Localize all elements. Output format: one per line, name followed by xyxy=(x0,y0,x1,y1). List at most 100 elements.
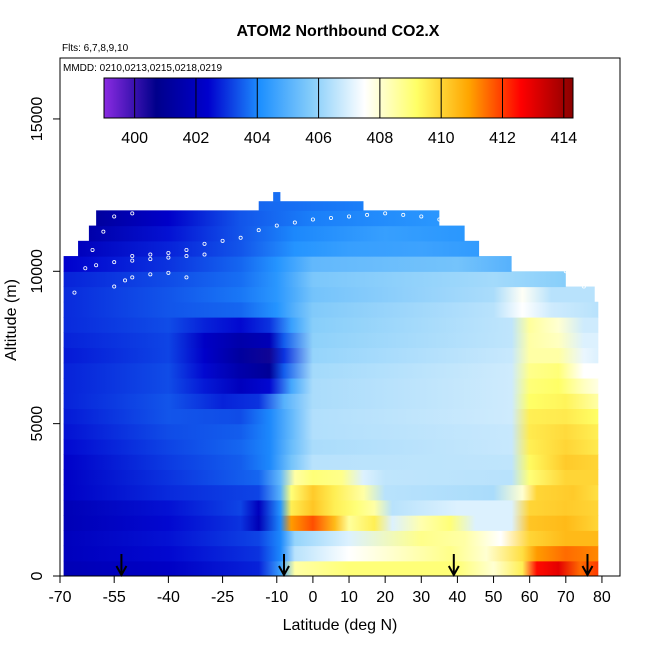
flight-track-point xyxy=(112,214,117,219)
flight-track-point xyxy=(238,235,243,240)
flight-track-point xyxy=(563,269,568,274)
x-tick-label--25: -25 xyxy=(211,589,234,606)
flight-track-point xyxy=(202,252,207,257)
flight-track-point xyxy=(148,252,153,257)
flight-track-point xyxy=(130,211,135,216)
flight-track-point xyxy=(83,266,88,271)
flight-track-point xyxy=(328,215,333,220)
flight-track-point xyxy=(112,284,117,289)
colorbar-tick-label-414: 414 xyxy=(550,130,577,147)
colorbar-tick-label-408: 408 xyxy=(367,130,394,147)
heatmap-band xyxy=(88,225,465,242)
colorbar-tick-label-410: 410 xyxy=(428,130,455,147)
colorbar-tick-label-402: 402 xyxy=(183,130,210,147)
profile-marker-arrowhead xyxy=(447,565,460,578)
x-tick-label-50: 50 xyxy=(485,589,503,606)
heatmap-band xyxy=(63,408,599,425)
heatmap-field xyxy=(63,192,599,576)
flight-track-point xyxy=(473,220,478,225)
y-axis: 0 5000 10000 15000 xyxy=(29,97,60,580)
flight-track-point xyxy=(166,270,171,275)
heatmap-band xyxy=(63,377,599,394)
flight-track-point xyxy=(455,219,460,224)
dates-subtitle: MMDD: 0210,0213,0215,0218,0219 xyxy=(63,63,222,74)
flight-track-point xyxy=(292,220,297,225)
flight-track-point xyxy=(581,284,586,289)
flight-track-point xyxy=(509,229,514,234)
flight-track-point xyxy=(347,214,352,219)
flight-track-point xyxy=(123,278,128,283)
heatmap-band xyxy=(78,240,480,257)
x-tick-label-80: 80 xyxy=(593,589,611,606)
heatmap-band xyxy=(273,192,281,202)
x-tick-label-40: 40 xyxy=(449,589,467,606)
flight-track-point xyxy=(130,254,135,259)
heatmap-band xyxy=(63,499,599,516)
heatmap-band xyxy=(258,201,364,211)
flight-track-point xyxy=(437,217,442,222)
y-tick-label-15000: 15000 xyxy=(29,97,46,142)
heatmap-band xyxy=(63,362,599,379)
colorbar-tick-label-412: 412 xyxy=(489,130,516,147)
colorbar-tick-label-400: 400 xyxy=(121,130,148,147)
flight-track-point xyxy=(596,293,601,298)
flights-subtitle: Flts: 6,7,8,9,10 xyxy=(62,43,129,54)
profile-marker-arrowhead xyxy=(278,565,290,578)
heatmap-band xyxy=(63,454,599,470)
heatmap-band xyxy=(63,560,599,576)
colorbar-tick-label-406: 406 xyxy=(305,130,332,147)
flight-track-point xyxy=(184,247,189,252)
flight-track-point xyxy=(184,275,189,280)
heatmap-band xyxy=(63,286,595,303)
flight-track-point xyxy=(274,223,279,228)
x-tick-label-60: 60 xyxy=(521,589,539,606)
heatmap-band xyxy=(63,332,599,349)
x-tick-label-20: 20 xyxy=(376,589,394,606)
y-tick-label-0: 0 xyxy=(29,571,46,580)
x-tick-label-70: 70 xyxy=(557,589,575,606)
x-tick-label-30: 30 xyxy=(412,589,430,606)
heatmap-band xyxy=(63,530,599,547)
flight-track-point xyxy=(256,228,261,233)
flight-track-point xyxy=(310,217,315,222)
profile-marker-arrowhead xyxy=(581,565,594,578)
flight-track-point xyxy=(90,247,95,252)
flight-track-point xyxy=(491,223,496,228)
flight-track-point xyxy=(419,214,424,219)
flight-track-point xyxy=(148,257,153,262)
flight-track-point xyxy=(130,258,135,263)
heatmap-band xyxy=(63,317,599,333)
profile-marker-arrowhead xyxy=(115,565,128,578)
flight-track-point xyxy=(383,211,388,216)
heatmap-band xyxy=(63,347,599,364)
flight-track-point xyxy=(527,235,532,240)
flight-track-point xyxy=(148,272,153,277)
flight-track-point xyxy=(401,212,406,217)
x-tick-label-0: 0 xyxy=(308,589,317,606)
x-tick-label--10: -10 xyxy=(265,589,288,606)
heatmap-band xyxy=(63,393,599,410)
x-tick-label-10: 10 xyxy=(340,589,358,606)
x-axis-label: Latitude (deg N) xyxy=(283,617,398,634)
flight-track-point xyxy=(220,238,225,243)
heatmap-band xyxy=(63,271,566,288)
flight-tracks xyxy=(72,211,601,298)
flight-track-point xyxy=(72,290,77,295)
flight-track-point xyxy=(166,255,171,260)
colorbar-gradient xyxy=(103,77,574,119)
flight-track-point xyxy=(101,229,106,234)
y-axis-label: Altitude (m) xyxy=(3,279,20,361)
x-tick-label--40: -40 xyxy=(157,589,180,606)
x-axis: -70 -55 -40 -25 -10 0 10 20 30 40 50 60 70 80 xyxy=(48,576,611,606)
flight-track-point xyxy=(365,212,370,217)
profile-markers xyxy=(115,554,594,578)
plot-frame xyxy=(59,57,621,577)
heatmap-band xyxy=(63,515,599,531)
heatmap-band xyxy=(63,301,599,318)
heatmap-band xyxy=(63,484,599,501)
heatmap-band xyxy=(63,438,599,455)
heatmap-band xyxy=(63,545,599,562)
x-tick-label--55: -55 xyxy=(103,589,126,606)
heatmap-band xyxy=(63,256,512,272)
